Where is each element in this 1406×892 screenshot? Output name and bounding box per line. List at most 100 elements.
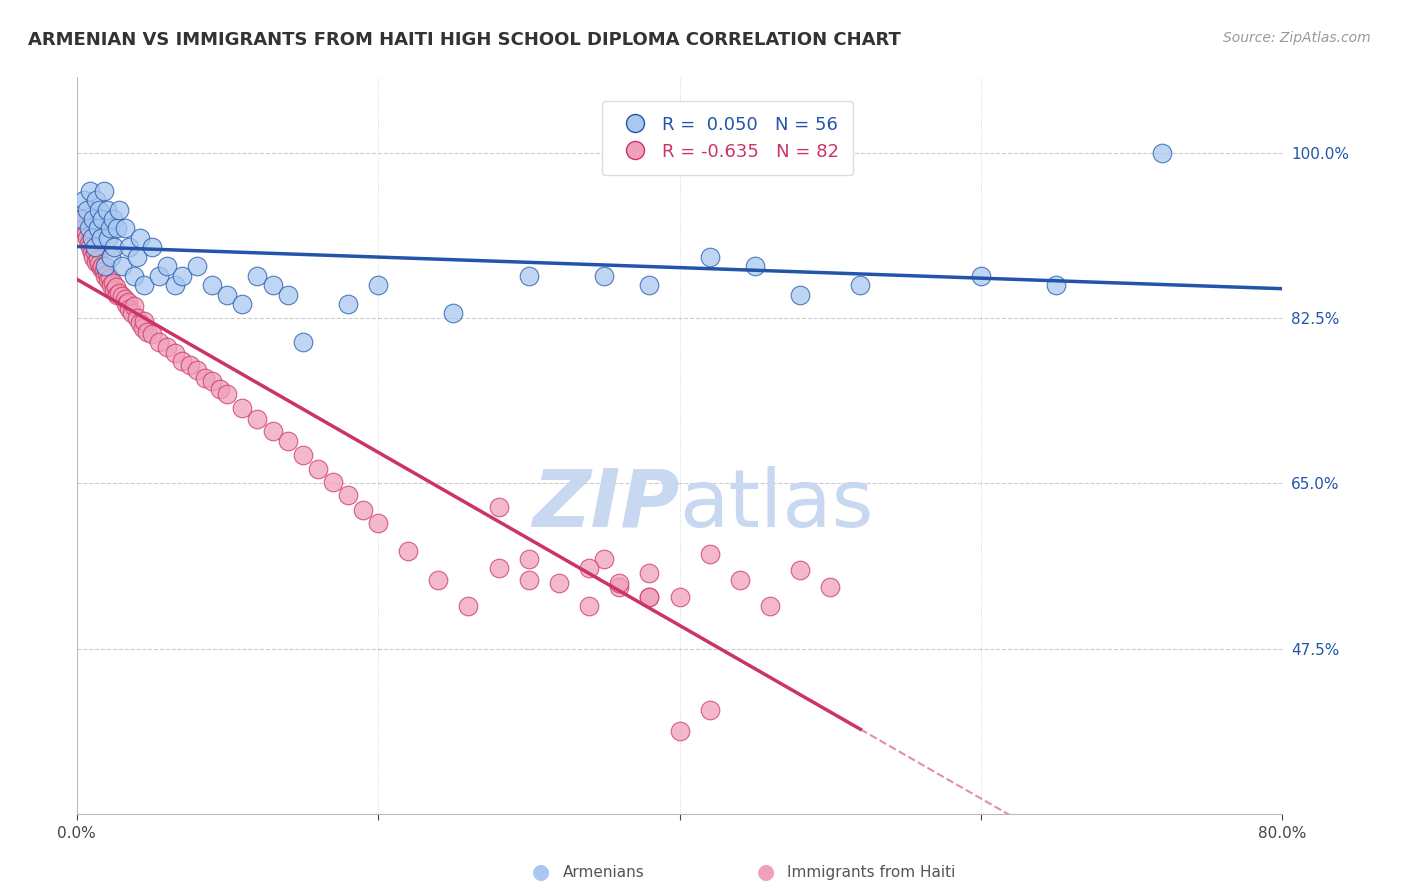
- Point: [77, 221, 100, 235]
- Legend: R =  0.050   N = 56, R = -0.635   N = 82: R = 0.050 N = 56, R = -0.635 N = 82: [602, 101, 853, 175]
- Point: [277, 434, 299, 448]
- Point: [170, 268, 193, 283]
- Point: [148, 268, 170, 283]
- Point: [277, 287, 299, 301]
- Point: [89, 202, 111, 217]
- Point: [1045, 278, 1067, 293]
- Point: [111, 259, 134, 273]
- Point: [208, 382, 231, 396]
- Point: [107, 285, 129, 300]
- Point: [90, 261, 112, 276]
- Point: [638, 590, 661, 604]
- Point: [136, 326, 159, 340]
- Point: [97, 273, 120, 287]
- Point: [107, 202, 129, 217]
- Point: [91, 259, 114, 273]
- Point: [148, 334, 170, 349]
- Point: [75, 226, 97, 240]
- Text: Armenians: Armenians: [562, 865, 644, 880]
- Point: [80, 231, 103, 245]
- Point: [699, 250, 721, 264]
- Point: [488, 500, 510, 514]
- Point: [118, 240, 141, 254]
- Point: [759, 599, 782, 614]
- Point: [1150, 145, 1173, 160]
- Point: [578, 561, 600, 575]
- Point: [70, 212, 93, 227]
- Point: [96, 202, 118, 217]
- Point: [97, 231, 120, 245]
- Point: [91, 212, 114, 227]
- Point: [352, 503, 374, 517]
- Point: [849, 278, 872, 293]
- Point: [638, 278, 661, 293]
- Point: [728, 573, 751, 587]
- Point: [122, 268, 145, 283]
- Point: [744, 259, 766, 273]
- Point: [117, 295, 139, 310]
- Point: [396, 544, 419, 558]
- Text: ●: ●: [533, 863, 550, 882]
- Text: atlas: atlas: [679, 466, 875, 543]
- Point: [262, 278, 284, 293]
- Point: [336, 488, 359, 502]
- Point: [307, 462, 329, 476]
- Point: [76, 231, 98, 245]
- Point: [118, 301, 141, 316]
- Point: [262, 425, 284, 439]
- Point: [163, 278, 186, 293]
- Point: [82, 250, 104, 264]
- Point: [141, 240, 163, 254]
- Point: [367, 278, 389, 293]
- Point: [789, 563, 811, 577]
- Point: [246, 268, 269, 283]
- Point: [128, 316, 150, 330]
- Point: [201, 278, 224, 293]
- Point: [100, 278, 122, 293]
- Text: ●: ●: [758, 863, 775, 882]
- Point: [98, 221, 121, 235]
- Point: [699, 703, 721, 717]
- Text: Immigrants from Haiti: Immigrants from Haiti: [787, 865, 956, 880]
- Point: [83, 240, 105, 254]
- Point: [488, 561, 510, 575]
- Point: [231, 401, 253, 415]
- Point: [638, 566, 661, 580]
- Text: ZIP: ZIP: [531, 466, 679, 543]
- Point: [427, 573, 450, 587]
- Point: [128, 231, 150, 245]
- Point: [96, 267, 118, 281]
- Point: [607, 580, 630, 594]
- Point: [322, 475, 344, 489]
- Point: [163, 346, 186, 360]
- Point: [170, 353, 193, 368]
- Point: [94, 268, 117, 283]
- Point: [141, 327, 163, 342]
- Point: [517, 573, 540, 587]
- Point: [789, 287, 811, 301]
- Point: [103, 283, 125, 297]
- Point: [86, 252, 108, 266]
- Point: [104, 280, 127, 294]
- Point: [79, 184, 101, 198]
- Point: [201, 375, 224, 389]
- Point: [134, 278, 156, 293]
- Point: [103, 240, 125, 254]
- Point: [668, 723, 690, 738]
- Point: [105, 221, 128, 235]
- Point: [125, 311, 148, 326]
- Text: ARMENIAN VS IMMIGRANTS FROM HAITI HIGH SCHOOL DIPLOMA CORRELATION CHART: ARMENIAN VS IMMIGRANTS FROM HAITI HIGH S…: [28, 31, 901, 49]
- Point: [217, 287, 239, 301]
- Point: [114, 293, 136, 307]
- Point: [132, 320, 155, 334]
- Point: [179, 359, 201, 373]
- Point: [83, 245, 105, 260]
- Point: [121, 306, 143, 320]
- Point: [156, 259, 179, 273]
- Point: [291, 334, 314, 349]
- Point: [94, 259, 117, 273]
- Point: [638, 590, 661, 604]
- Point: [125, 250, 148, 264]
- Point: [79, 240, 101, 254]
- Point: [548, 575, 571, 590]
